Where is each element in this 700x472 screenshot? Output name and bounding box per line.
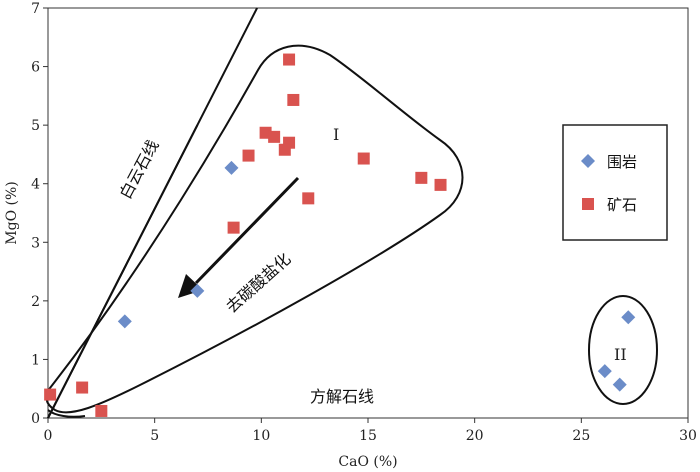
ore-point [287, 93, 300, 106]
wall-rock-point [190, 283, 205, 298]
legend-label-wall-rock: 围岩 [607, 153, 637, 171]
y-tick-label: 2 [31, 294, 40, 310]
y-axis: 0 1 2 3 4 5 6 7 [31, 1, 48, 427]
ore-point [434, 178, 447, 191]
ore-point [283, 53, 296, 66]
legend-label-ore: 矿石 [607, 196, 637, 214]
wall-rock-point [224, 160, 239, 175]
ore-point [95, 404, 108, 417]
y-tick-label: 4 [31, 177, 40, 193]
ore-point [278, 143, 291, 156]
y-tick-label: 1 [31, 352, 40, 368]
ore-point [44, 388, 57, 401]
y-tick-label: 0 [31, 411, 40, 427]
reference-lines [47, 7, 258, 419]
legend: 围岩 矿石 [562, 124, 668, 241]
wall-rock-point [117, 314, 132, 329]
ore-point [357, 152, 370, 165]
x-tick-label: 10 [252, 428, 270, 444]
x-axis-title: CaO (%) [338, 454, 397, 470]
wall-rock-point [612, 377, 627, 392]
wall-rock-point [621, 310, 636, 325]
x-tick-label: 0 [44, 428, 53, 444]
data-points [44, 53, 636, 417]
decarbonation-arrow [178, 176, 300, 298]
x-axis: 0 5 10 15 20 25 30 [44, 418, 697, 444]
legend-box [562, 124, 668, 241]
calcite-line [47, 409, 86, 418]
legend-marker-ore [582, 198, 594, 210]
ore-point [227, 221, 240, 234]
ore-point [76, 381, 89, 394]
x-tick-label: 15 [359, 428, 377, 444]
legend-marker-wall-rock [581, 154, 595, 168]
y-axis-title: MgO (%) [4, 181, 20, 244]
y-tick-label: 5 [31, 118, 40, 134]
y-tick-label: 3 [31, 235, 40, 251]
y-tick-label: 7 [31, 1, 40, 17]
ore-point [302, 192, 315, 205]
dolomite-line-secondary [47, 124, 199, 419]
field-i-label: I [333, 125, 339, 144]
ore-point [268, 130, 281, 143]
decarbonation-label: 去碳酸盐化 [222, 249, 294, 317]
calcite-line-label: 方解石线 [310, 387, 374, 406]
field-ii-outline [588, 295, 658, 405]
x-tick-label: 30 [679, 428, 697, 444]
ore-point [415, 171, 428, 184]
field-ii-label: II [614, 345, 627, 364]
dolomite-line-label: 白云石线 [116, 137, 163, 202]
x-tick-label: 5 [150, 428, 159, 444]
x-tick-label: 20 [466, 428, 484, 444]
ore-point [242, 149, 255, 162]
x-tick-label: 25 [572, 428, 590, 444]
y-tick-label: 6 [31, 60, 40, 76]
field-i-outline [45, 44, 464, 414]
wall-rock-point [597, 364, 612, 379]
